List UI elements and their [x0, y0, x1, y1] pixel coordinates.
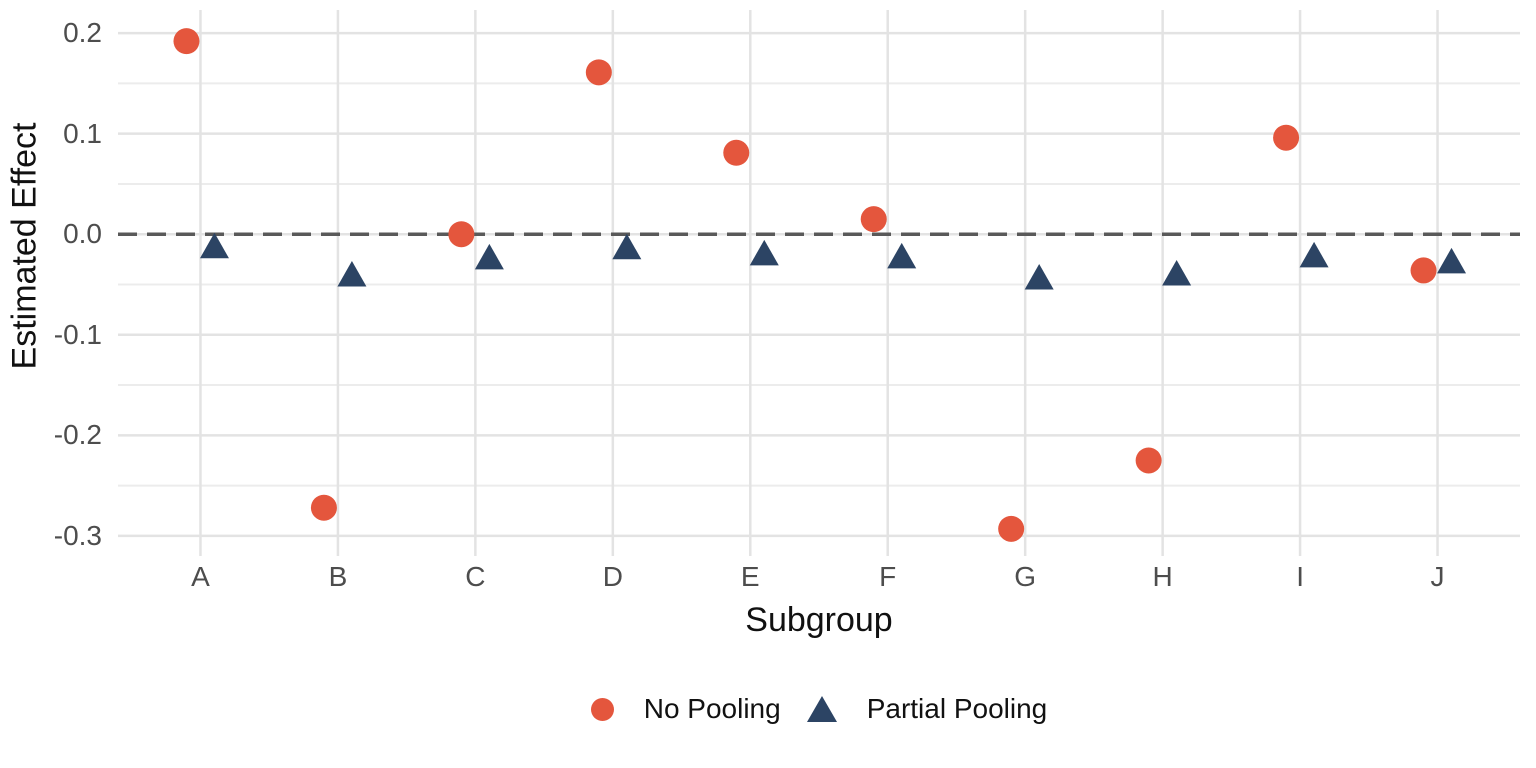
point-no-pooling-I	[1273, 124, 1300, 151]
y-tick-label--0.1: -0.1	[53, 318, 102, 350]
y-tick-label-0.0: 0.0	[63, 218, 102, 250]
x-axis-title: Subgroup	[745, 601, 893, 639]
y-tick-label--0.2: -0.2	[53, 419, 102, 451]
x-tick-label-F: F	[879, 561, 897, 592]
legend-label-no-pooling: No Pooling	[643, 693, 781, 724]
point-no-pooling-A	[173, 28, 200, 55]
point-no-pooling-G	[998, 515, 1025, 542]
legend-item-partial-pooling: Partial Pooling	[806, 692, 1048, 726]
x-tick-label-B: B	[328, 561, 348, 592]
point-partial-pooling-G	[1024, 263, 1054, 290]
point-partial-pooling-H	[1162, 259, 1192, 286]
x-tick-label-I: I	[1296, 561, 1304, 592]
point-no-pooling-B	[310, 494, 337, 521]
y-tick-label-0.2: 0.2	[63, 17, 102, 49]
legend: No Pooling Partial Pooling	[118, 692, 1520, 726]
y-tick-label--0.3: -0.3	[53, 519, 102, 551]
x-tick-label-C: C	[465, 561, 486, 592]
point-partial-pooling-B	[337, 260, 367, 287]
point-no-pooling-C	[448, 221, 475, 248]
point-partial-pooling-E	[749, 239, 779, 266]
x-tick-label-A: A	[191, 561, 210, 592]
x-tick-label-E: E	[740, 561, 760, 592]
x-tick-label-G: G	[1014, 561, 1037, 592]
point-no-pooling-J	[1410, 257, 1437, 284]
legend-item-no-pooling: No Pooling	[590, 692, 781, 726]
triangle-marker-icon	[806, 696, 837, 722]
x-tick-label-J: J	[1430, 561, 1445, 592]
data-points	[173, 28, 1467, 542]
point-no-pooling-H	[1135, 447, 1162, 474]
legend-label-partial-pooling: Partial Pooling	[866, 693, 1048, 724]
point-partial-pooling-C	[474, 243, 504, 270]
minor-gridlines	[118, 82, 1520, 487]
point-partial-pooling-D	[612, 233, 642, 260]
point-partial-pooling-I	[1299, 241, 1329, 268]
x-tick-label-D: D	[602, 561, 623, 592]
point-partial-pooling-F	[887, 242, 917, 269]
point-partial-pooling-J	[1437, 247, 1467, 274]
point-partial-pooling-A	[199, 232, 229, 259]
y-tick-label-0.1: 0.1	[63, 117, 102, 149]
circle-marker-icon	[590, 697, 614, 721]
point-no-pooling-E	[723, 139, 750, 166]
x-tick-label-H: H	[1152, 561, 1173, 592]
point-no-pooling-F	[860, 206, 887, 233]
point-no-pooling-D	[585, 59, 612, 86]
major-gridlines	[118, 10, 1520, 556]
